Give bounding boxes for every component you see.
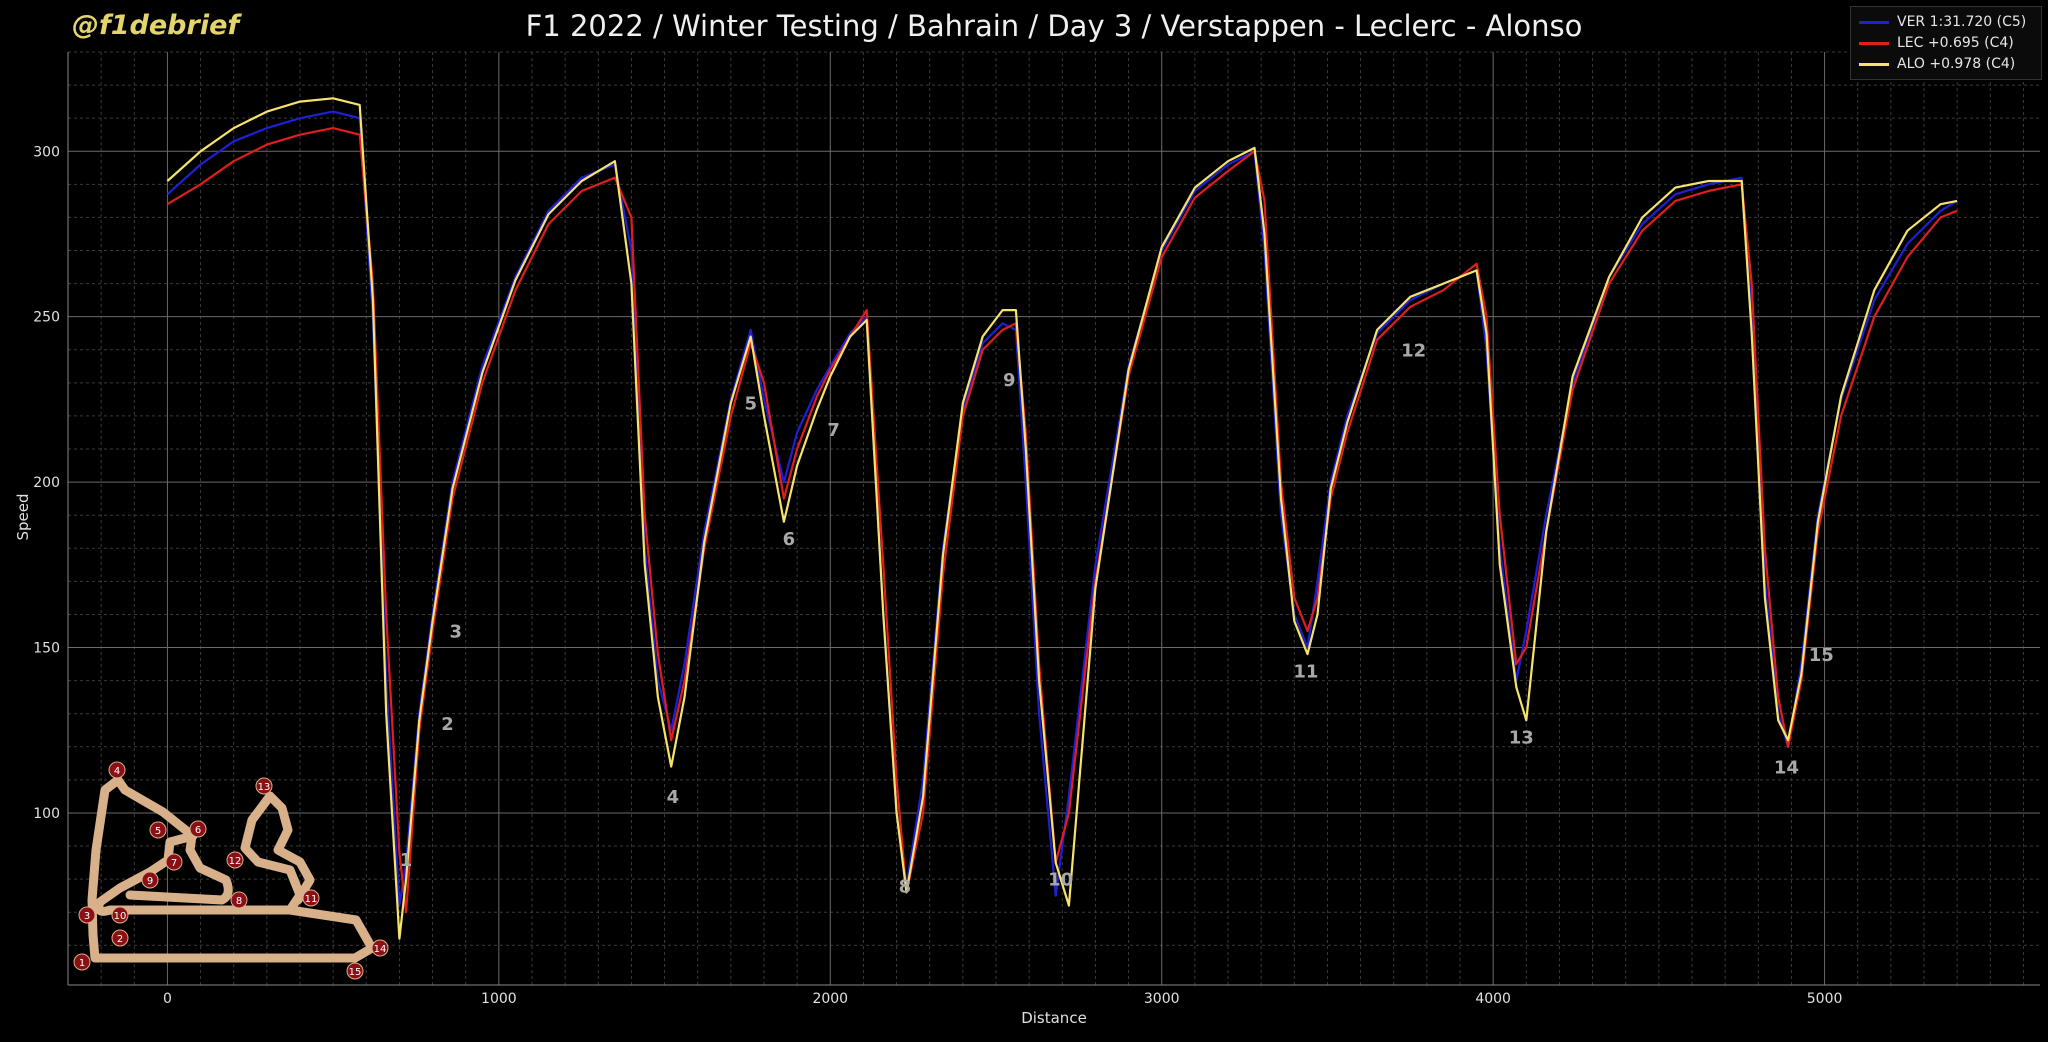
x-tick-label: 3000 [1144,991,1180,1007]
legend-item-alo: ALO +0.978 (C4) [1859,53,2015,75]
corner-marker-8 [230,891,248,909]
corner-label-8: 8 [899,876,912,897]
corner-marker-14 [371,939,389,957]
corner-label-3: 3 [450,622,463,643]
x-tick-label: 5000 [1807,991,1843,1007]
corner-marker-label-12: 12 [229,856,242,867]
x-tick-label: 2000 [812,991,848,1007]
track-outline-east [240,791,315,915]
corner-marker-5 [149,821,167,839]
x-tick-label: 4000 [1475,991,1511,1007]
corner-marker-10 [111,906,129,924]
corner-marker-label-11: 11 [305,894,318,905]
y-tick-label: 100 [33,806,60,822]
corner-marker-label-7: 7 [171,858,177,869]
y-tick-label: 250 [33,310,60,326]
corner-marker-label-10: 10 [114,911,127,922]
corner-label-7: 7 [827,420,840,441]
corner-marker-2 [111,929,129,947]
corner-marker-label-8: 8 [236,896,242,907]
legend-swatch-alo [1859,62,1889,66]
corner-label-5: 5 [744,393,757,414]
corner-label-14: 14 [1774,757,1799,778]
legend: VER 1:31.720 (C5) LEC +0.695 (C4) ALO +0… [1850,6,2042,80]
corner-marker-15 [346,962,364,980]
corner-marker-13 [255,777,273,795]
corner-marker-3 [78,906,96,924]
y-tick-label: 150 [33,641,60,657]
corner-marker-label-2: 2 [117,934,123,945]
corner-marker-label-9: 9 [147,876,153,887]
corner-label-1: 1 [400,850,413,871]
corner-marker-9 [141,871,159,889]
legend-item-lec: LEC +0.695 (C4) [1859,32,2014,54]
corner-marker-label-6: 6 [195,825,201,836]
corner-label-2: 2 [441,714,454,735]
corner-marker-label-5: 5 [155,826,161,837]
corner-marker-1 [73,953,91,971]
corner-marker-label-1: 1 [79,958,85,969]
corner-label-12: 12 [1401,340,1426,361]
series-line-alo [166,97,1958,940]
x-axis-label: Distance [1021,1009,1087,1027]
y-tick-label: 200 [33,475,60,491]
corner-label-11: 11 [1293,661,1318,682]
chart-title: F1 2022 / Winter Testing / Bahrain / Day… [526,9,1583,43]
x-tick-label: 0 [163,991,172,1007]
legend-label-lec: LEC +0.695 (C4) [1897,35,2014,51]
axes [67,52,2040,986]
corner-label-6: 6 [783,529,796,550]
legend-swatch-lec [1859,41,1889,45]
corner-marker-label-4: 4 [114,766,120,777]
major-grid [68,52,2040,985]
corner-marker-7 [165,853,183,871]
legend-swatch-ver [1859,20,1889,24]
corner-marker-11 [302,889,320,907]
corner-marker-label-13: 13 [258,782,271,793]
corner-marker-6 [189,820,207,838]
corner-marker-label-3: 3 [84,911,90,922]
x-tick-label: 1000 [481,991,517,1007]
corner-label-10: 10 [1048,870,1073,891]
y-tick-label: 300 [33,144,60,160]
legend-item-ver: VER 1:31.720 (C5) [1859,11,2026,33]
corner-label-9: 9 [1003,370,1016,391]
series-lines [166,97,1958,940]
corner-marker-label-14: 14 [374,944,387,955]
y-axis-label: Speed [14,493,32,540]
track-outline [87,775,377,963]
corner-label-13: 13 [1509,727,1534,748]
legend-label-alo: ALO +0.978 (C4) [1897,56,2016,72]
tick-labels: 0 1000 2000 3000 4000 5000 100 150 200 250 300 [33,144,1842,1007]
corner-label-15: 15 [1809,645,1834,666]
corner-label-4: 4 [667,787,680,808]
legend-label-ver: VER 1:31.720 (C5) [1897,14,2027,30]
watermark: @f1debrief [72,10,240,41]
series-line-ver [166,110,1958,907]
corner-marker-label-15: 15 [349,967,362,978]
corner-marker-4 [108,761,126,779]
corner-marker-12 [226,851,244,869]
